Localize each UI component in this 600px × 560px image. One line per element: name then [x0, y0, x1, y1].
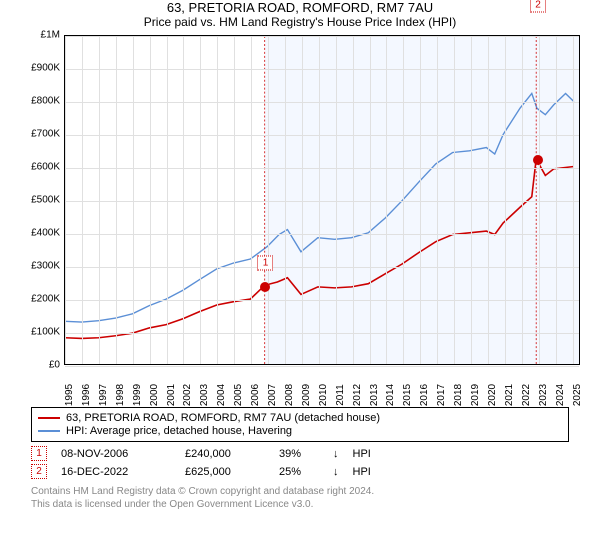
x-tick-label: 2020: [487, 384, 498, 406]
legend: 63, PRETORIA ROAD, ROMFORD, RM7 7AU (det…: [31, 407, 569, 442]
y-tick-label: £100K: [31, 327, 60, 338]
x-tick-label: 2005: [233, 384, 244, 406]
x-tick-label: 2002: [182, 384, 193, 406]
x-tick-label: 2007: [267, 384, 278, 406]
sale-price: £625,000: [185, 466, 265, 478]
x-tick-label: 1998: [115, 384, 126, 406]
footer-attribution: Contains HM Land Registry data © Crown c…: [31, 485, 569, 511]
sale-marker-dot: [260, 282, 270, 292]
x-tick-label: 2010: [318, 384, 329, 406]
x-tick-label: 2023: [538, 384, 549, 406]
x-tick-label: 1997: [98, 384, 109, 406]
sale-row: 1 08-NOV-2006 £240,000 39% ↓ HPI: [31, 446, 569, 461]
legend-item-property: 63, PRETORIA ROAD, ROMFORD, RM7 7AU (det…: [38, 412, 562, 424]
sale-arricon: ↓: [333, 448, 339, 460]
x-tick-label: 2008: [284, 384, 295, 406]
legend-label-property: 63, PRETORIA ROAD, ROMFORD, RM7 7AU (det…: [66, 412, 380, 424]
x-tick-label: 2004: [216, 384, 227, 406]
x-tick-label: 1999: [132, 384, 143, 406]
sale-date: 16-DEC-2022: [61, 466, 171, 478]
sale-arricon: ↓: [333, 466, 339, 478]
sale-price: £240,000: [185, 448, 265, 460]
page-title: 63, PRETORIA ROAD, ROMFORD, RM7 7AU: [0, 0, 600, 15]
legend-item-hpi: HPI: Average price, detached house, Have…: [38, 425, 562, 437]
x-tick-label: 2018: [453, 384, 464, 406]
x-axis: 1995 1996 1997 1998 1999 2000 2001 2002 2003 2004…: [64, 365, 580, 405]
sale-marker-label: 2: [530, 0, 546, 12]
x-tick-label: 2021: [504, 384, 515, 406]
y-tick-label: £700K: [31, 129, 60, 140]
sale-vs-label: HPI: [353, 466, 371, 478]
sale-marker-ref: 2: [31, 464, 47, 479]
y-tick-label: £500K: [31, 195, 60, 206]
y-tick-label: £900K: [31, 63, 60, 74]
x-tick-label: 1995: [64, 384, 75, 406]
x-tick-label: 2003: [199, 384, 210, 406]
y-tick-label: £0: [49, 360, 60, 371]
x-tick-label: 1996: [81, 384, 92, 406]
footer-line-1: Contains HM Land Registry data © Crown c…: [31, 485, 569, 498]
x-tick-label: 2001: [166, 384, 177, 406]
legend-swatch-hpi: [38, 430, 60, 432]
sale-row: 2 16-DEC-2022 £625,000 25% ↓ HPI: [31, 464, 569, 479]
x-tick-label: 2011: [335, 384, 346, 406]
sale-vs-label: HPI: [353, 448, 371, 460]
sale-date: 08-NOV-2006: [61, 448, 171, 460]
chart-lines: [65, 36, 579, 364]
legend-swatch-property: [38, 417, 60, 419]
y-tick-label: £600K: [31, 162, 60, 173]
x-tick-label: 2013: [369, 384, 380, 406]
x-tick-label: 2012: [352, 384, 363, 406]
x-tick-label: 2014: [385, 384, 396, 406]
x-tick-label: 2025: [572, 384, 583, 406]
x-tick-label: 2019: [470, 384, 481, 406]
x-tick-label: 2017: [436, 384, 447, 406]
sale-pct: 39%: [279, 448, 319, 460]
x-tick-label: 2006: [250, 384, 261, 406]
y-tick-label: £800K: [31, 96, 60, 107]
legend-label-hpi: HPI: Average price, detached house, Have…: [66, 425, 292, 437]
footer-line-2: This data is licensed under the Open Gov…: [31, 498, 569, 511]
x-tick-label: 2016: [419, 384, 430, 406]
y-tick-label: £400K: [31, 228, 60, 239]
sale-marker-label: 1: [257, 255, 273, 270]
x-tick-label: 2000: [149, 384, 160, 406]
y-tick-label: £200K: [31, 294, 60, 305]
x-tick-label: 2024: [555, 384, 566, 406]
y-tick-label: £1M: [41, 30, 60, 41]
x-tick-label: 2015: [402, 384, 413, 406]
price-chart: £0 £100K £200K £300K £400K £500K £600K £700K £80…: [20, 35, 580, 405]
x-tick-label: 2009: [301, 384, 312, 406]
y-tick-label: £300K: [31, 261, 60, 272]
sale-marker-ref: 1: [31, 446, 47, 461]
y-axis: £0£100K£200K£300K£400K£500K£600K£700K£80…: [20, 35, 64, 365]
sale-marker-dot: [533, 155, 543, 165]
sales-table: 1 08-NOV-2006 £240,000 39% ↓ HPI 2 16-DEC-2022 £…: [31, 446, 569, 479]
x-tick-label: 2022: [521, 384, 532, 406]
sale-pct: 25%: [279, 466, 319, 478]
plot-area: 12: [64, 35, 580, 365]
page-subtitle: Price paid vs. HM Land Registry's House …: [0, 15, 600, 29]
